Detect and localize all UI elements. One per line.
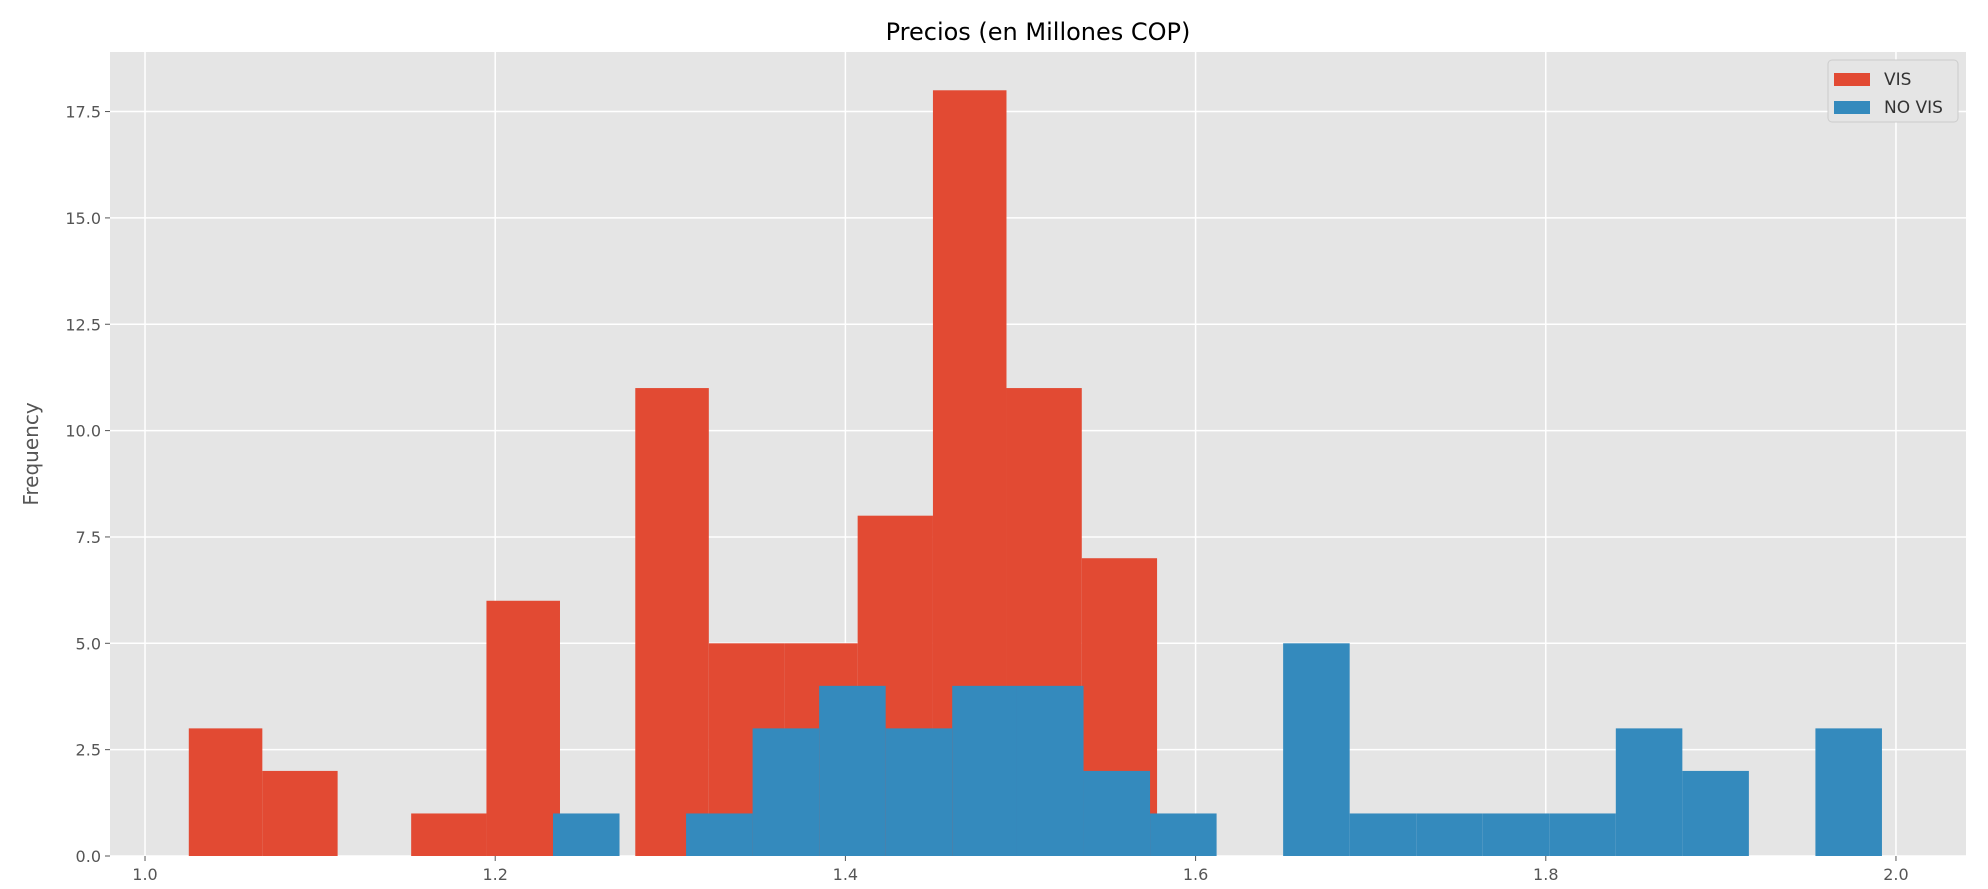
y-axis-label: Frequency [19,402,43,505]
y-tick-label: 5.0 [76,634,101,653]
axis-ticks: 1.0 1.2 1.4 1.6 1.8 2.0 0.0 2.5 5.0 7.5 10.0 12.5 15… [65,103,1908,884]
legend: VIS NO VIS [1827,59,1959,123]
legend-label-vis: VIS [1884,70,1911,90]
x-tick-label: 1.8 [1533,865,1558,884]
bar-vis [486,600,560,856]
bar-no-vis [1150,813,1217,856]
bar-no-vis [552,813,620,856]
bar-no-vis [819,685,886,856]
bar-no-vis [1682,770,1749,856]
chart-title: Precios (en Millones COP) [886,18,1191,46]
bar-vis [262,770,338,856]
x-tick-label: 1.2 [482,865,507,884]
bar-vis [188,728,263,856]
bar-no-vis [686,813,753,856]
y-tick-label: 0.0 [76,847,101,866]
x-tick-label: 1.4 [833,865,858,884]
bar-no-vis [1615,728,1683,856]
bar-no-vis [1349,813,1417,856]
bar-no-vis [1416,813,1483,856]
legend-swatch-no-vis [1834,101,1870,114]
bar-no-vis [1016,685,1084,856]
bar-no-vis [1549,813,1616,856]
x-tick-label: 2.0 [1883,865,1908,884]
bar-vis [411,813,487,856]
bar-no-vis [1083,770,1151,856]
histogram-bars [188,90,1882,857]
bar-no-vis [885,728,953,856]
y-tick-label: 7.5 [76,528,101,547]
y-tick-label: 10.0 [65,422,101,441]
y-tick-label: 2.5 [76,741,101,760]
y-tick-label: 17.5 [65,103,101,122]
legend-label-no-vis: NO VIS [1884,98,1943,118]
y-tick-label: 15.0 [65,209,101,228]
x-tick-label: 1.6 [1183,865,1208,884]
bar-vis [635,388,709,856]
bar-no-vis [1482,813,1550,856]
x-tick-label: 1.0 [132,865,157,884]
legend-swatch-vis [1834,73,1870,86]
y-tick-label: 12.5 [65,315,101,334]
bar-no-vis [952,685,1017,856]
bar-no-vis [1283,643,1350,856]
bar-no-vis [752,728,820,856]
bar-no-vis [1815,728,1882,856]
